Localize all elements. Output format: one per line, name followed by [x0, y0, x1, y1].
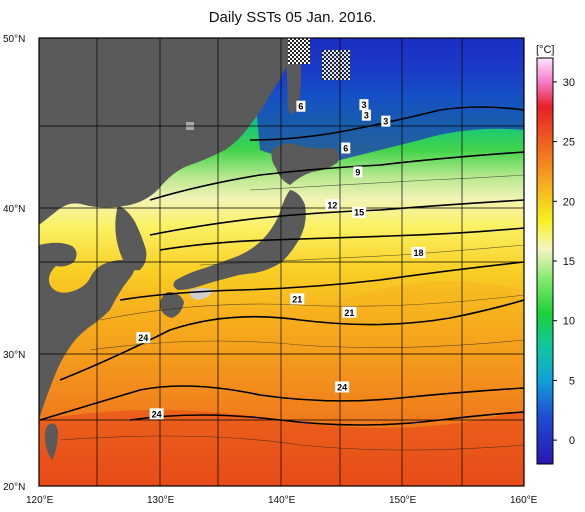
contour-label: 24 — [152, 409, 162, 419]
lat-label: 30°N — [3, 350, 25, 361]
land-asia — [39, 38, 290, 225]
colorbar-unit: [°C] — [536, 44, 554, 56]
contour-label-box — [352, 206, 367, 218]
map-frame — [38, 37, 525, 487]
lon-label: 160°E — [510, 495, 538, 506]
contour-label: 21 — [292, 294, 302, 304]
sea-ice — [288, 38, 310, 64]
lat-label: 20°N — [3, 482, 25, 493]
contour-label-box — [149, 408, 164, 420]
graticule — [39, 38, 524, 486]
colorbar — [536, 57, 554, 465]
contour-label: 6 — [298, 102, 303, 112]
contour-label-box — [361, 109, 371, 121]
lat-label: 40°N — [3, 204, 25, 215]
contour-label-box — [325, 199, 340, 211]
colorbar-tick-label: 10 — [563, 316, 575, 328]
lon-label: 140°E — [268, 495, 296, 506]
contour-label-box — [290, 293, 305, 305]
contour-label: 18 — [414, 248, 424, 258]
contour-label: 6 — [343, 144, 348, 154]
contour-label: 21 — [344, 308, 354, 318]
colorbar-tick-label: 30 — [563, 77, 575, 89]
lon-label: 120°E — [26, 495, 54, 506]
contour-label: 15 — [354, 208, 364, 218]
contour-label: 3 — [383, 117, 388, 127]
contour-label-box — [353, 166, 363, 178]
contour-label-box — [411, 247, 426, 259]
colorbar-tick-label: 15 — [563, 256, 575, 268]
lon-label: 150°E — [389, 495, 417, 506]
map-title: Daily SSTs 05 Jan. 2016. — [208, 9, 377, 26]
contour-label-box — [342, 306, 357, 318]
contour-label: 3 — [364, 111, 369, 121]
contour-label: 24 — [138, 333, 148, 343]
contour-label: 9 — [355, 167, 360, 177]
colorbar-tick-label: 0 — [569, 435, 575, 447]
colorbar-ticks: 30 25 20 15 10 5 0 — [553, 77, 575, 447]
contour-label: 3 — [361, 100, 366, 110]
contour-label-box — [359, 99, 369, 111]
lat-label: 50°N — [3, 34, 25, 45]
contour-label: 12 — [327, 200, 337, 210]
contour-label-box — [335, 381, 350, 393]
colorbar-tick-label: 25 — [563, 137, 575, 149]
colorbar-tick-label: 20 — [563, 196, 575, 208]
contour-label-box — [341, 142, 351, 154]
contour-label-box — [296, 100, 306, 112]
colorbar-tick-label: 5 — [569, 375, 575, 387]
contour-label-box — [136, 332, 151, 344]
lon-label: 130°E — [147, 495, 175, 506]
contour-label-box — [381, 115, 391, 127]
contour-label: 24 — [337, 382, 347, 392]
